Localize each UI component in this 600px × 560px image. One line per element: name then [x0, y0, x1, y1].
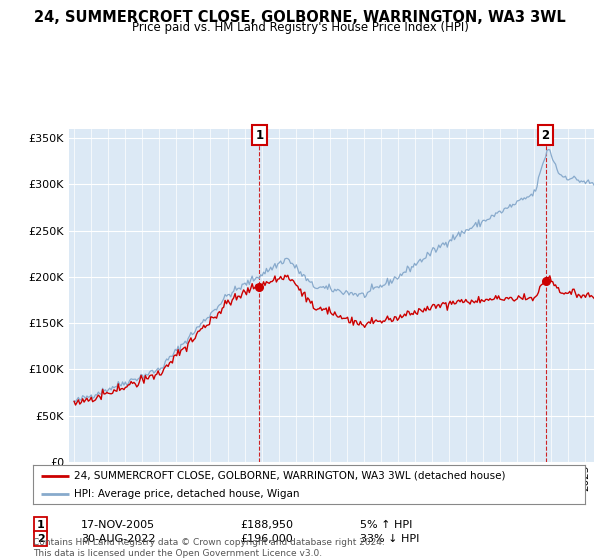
- Text: Price paid vs. HM Land Registry's House Price Index (HPI): Price paid vs. HM Land Registry's House …: [131, 21, 469, 34]
- Text: £196,000: £196,000: [240, 534, 293, 544]
- Text: 1: 1: [255, 129, 263, 142]
- Text: 24, SUMMERCROFT CLOSE, GOLBORNE, WARRINGTON, WA3 3WL (detached house): 24, SUMMERCROFT CLOSE, GOLBORNE, WARRING…: [74, 471, 506, 481]
- Text: 30-AUG-2022: 30-AUG-2022: [81, 534, 155, 544]
- Text: £188,950: £188,950: [240, 520, 293, 530]
- Text: 17-NOV-2005: 17-NOV-2005: [81, 520, 155, 530]
- Text: 2: 2: [37, 534, 44, 544]
- Text: 5% ↑ HPI: 5% ↑ HPI: [360, 520, 412, 530]
- Text: HPI: Average price, detached house, Wigan: HPI: Average price, detached house, Wiga…: [74, 489, 300, 499]
- Text: 24, SUMMERCROFT CLOSE, GOLBORNE, WARRINGTON, WA3 3WL: 24, SUMMERCROFT CLOSE, GOLBORNE, WARRING…: [34, 10, 566, 25]
- Text: 1: 1: [37, 520, 44, 530]
- Text: 33% ↓ HPI: 33% ↓ HPI: [360, 534, 419, 544]
- Text: Contains HM Land Registry data © Crown copyright and database right 2024.
This d: Contains HM Land Registry data © Crown c…: [33, 538, 385, 558]
- Text: 2: 2: [542, 129, 550, 142]
